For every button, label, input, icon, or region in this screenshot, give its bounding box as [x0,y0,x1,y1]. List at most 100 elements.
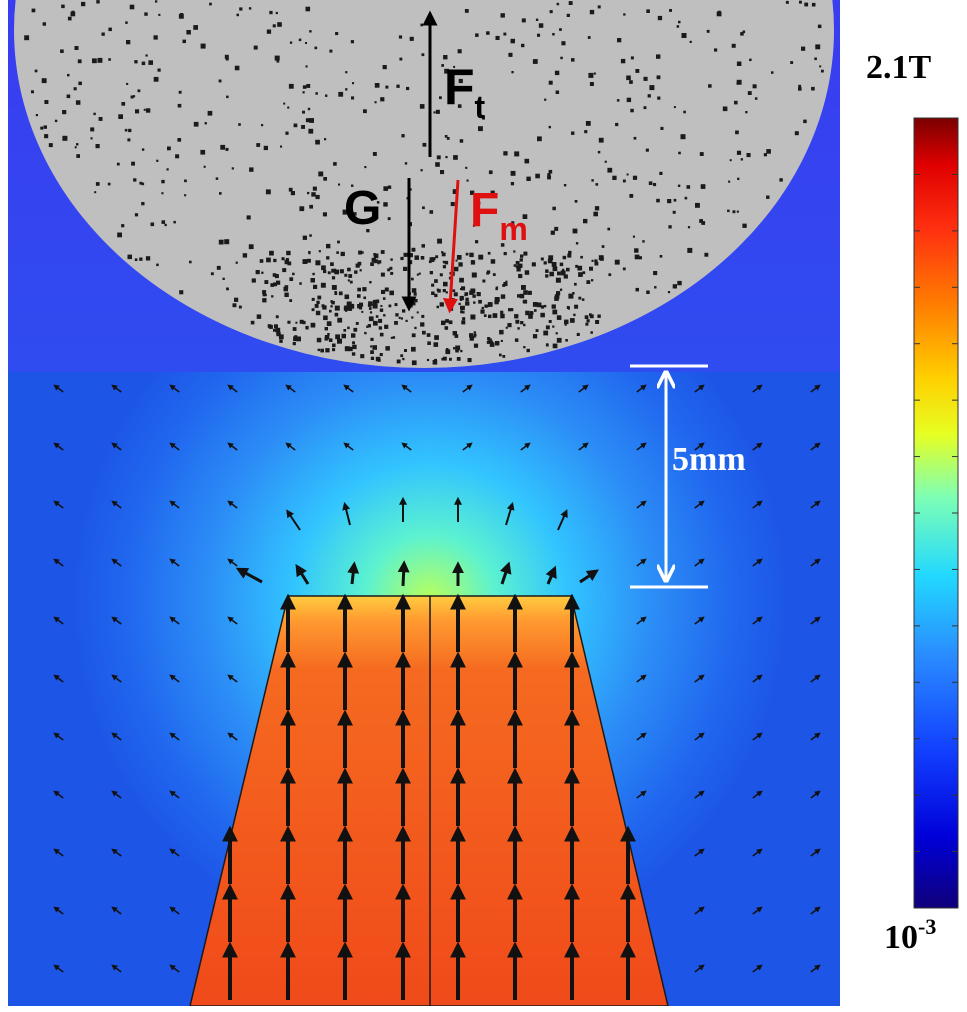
ball-particle [513,250,516,253]
ball-particle [67,73,70,77]
ball-particle [564,319,569,325]
ball-particle [763,153,767,157]
ball-particle [571,58,575,62]
ball-particle [552,266,558,272]
ball-particle [551,304,556,309]
ball-particle [94,191,97,194]
ball-particle [635,287,639,292]
field-vector [111,964,122,973]
ball-particle [462,311,465,314]
ball-particle [370,350,374,354]
ball-particle [324,327,328,331]
ball-particle [445,291,448,294]
ball-particle [593,211,598,217]
ball-particle [157,68,161,72]
ball-particle [343,306,349,311]
ball-particle [549,10,553,14]
ball-particle [161,220,166,224]
field-vector [694,616,705,625]
ball-particle [390,271,394,275]
ball-particle [531,262,536,267]
ball-particle [299,319,304,324]
ball-particle [54,119,58,123]
ball-particle [669,9,672,12]
ball-particle [351,96,355,100]
ball-particle [519,258,523,262]
field-vector [636,558,647,567]
ball-particle [155,0,158,3]
ball-particle [419,104,425,109]
field-vector [53,906,64,915]
ball-particle [601,245,605,248]
ball-particle [372,299,377,304]
ball-particle [232,303,237,308]
ball-particle [369,281,372,284]
ball-particle [384,324,389,329]
ball-particle [470,190,475,195]
ball-particle [97,57,103,63]
ball-particle [344,273,348,277]
ball-particle [673,198,677,202]
ball-particle [564,323,567,326]
ball-particle [708,84,712,88]
ball-particle [649,85,655,91]
ball-particle [352,341,355,345]
field-vector [810,906,821,915]
ball-particle [554,294,560,299]
ball-particle [404,349,407,352]
ball-particle [209,2,212,6]
ball-particle [62,110,67,115]
ball-particle [251,278,256,283]
field-vector [810,384,821,393]
ball-particle [486,305,489,308]
ball-particle [218,239,224,245]
ball-particle [409,304,413,308]
ball-particle [494,297,500,302]
ball-particle [589,266,593,271]
ball-particle [352,82,355,85]
colorbar: 2.1T 10-3 [866,49,959,956]
ball-particle [431,283,435,287]
ball-particle [273,328,276,332]
field-vector [752,790,763,799]
ball-particle [318,171,324,177]
ball-particle [259,259,264,263]
ball-particle [455,259,458,262]
ball-particle [262,290,267,295]
ball-particle [287,106,290,109]
ball-particle [560,270,566,276]
field-vector [227,500,238,509]
ball-particle [126,40,131,45]
ball-particle [377,358,381,362]
field-vector [752,964,763,973]
ball-particle [315,139,320,145]
ball-particle [464,9,469,13]
ball-particle [280,145,283,148]
ball-particle [607,227,611,231]
ball-particle [353,212,357,216]
ball-particle [343,329,347,332]
ball-particle [308,252,311,255]
ball-particle [246,215,251,220]
field-vector [111,790,122,799]
ball-particle [281,257,285,261]
ball-particle [74,46,79,50]
magnet-pole [189,595,669,1006]
ball-particle [284,285,289,289]
ball-particle [597,314,601,318]
ball-particle [382,297,386,300]
ball-particle [454,334,459,338]
ball-particle [295,321,298,324]
ball-particle [446,348,449,351]
ball-particle [646,290,650,294]
ball-particle [311,308,315,312]
field-vector [694,848,705,857]
ball-particle [311,192,316,197]
ball-particle [638,256,642,260]
ball-particle [426,358,430,362]
field-vector [169,500,180,509]
ball-particle [210,272,214,276]
ball-particle [494,299,499,305]
ball-particle [325,94,328,97]
g-label: G [344,182,381,235]
